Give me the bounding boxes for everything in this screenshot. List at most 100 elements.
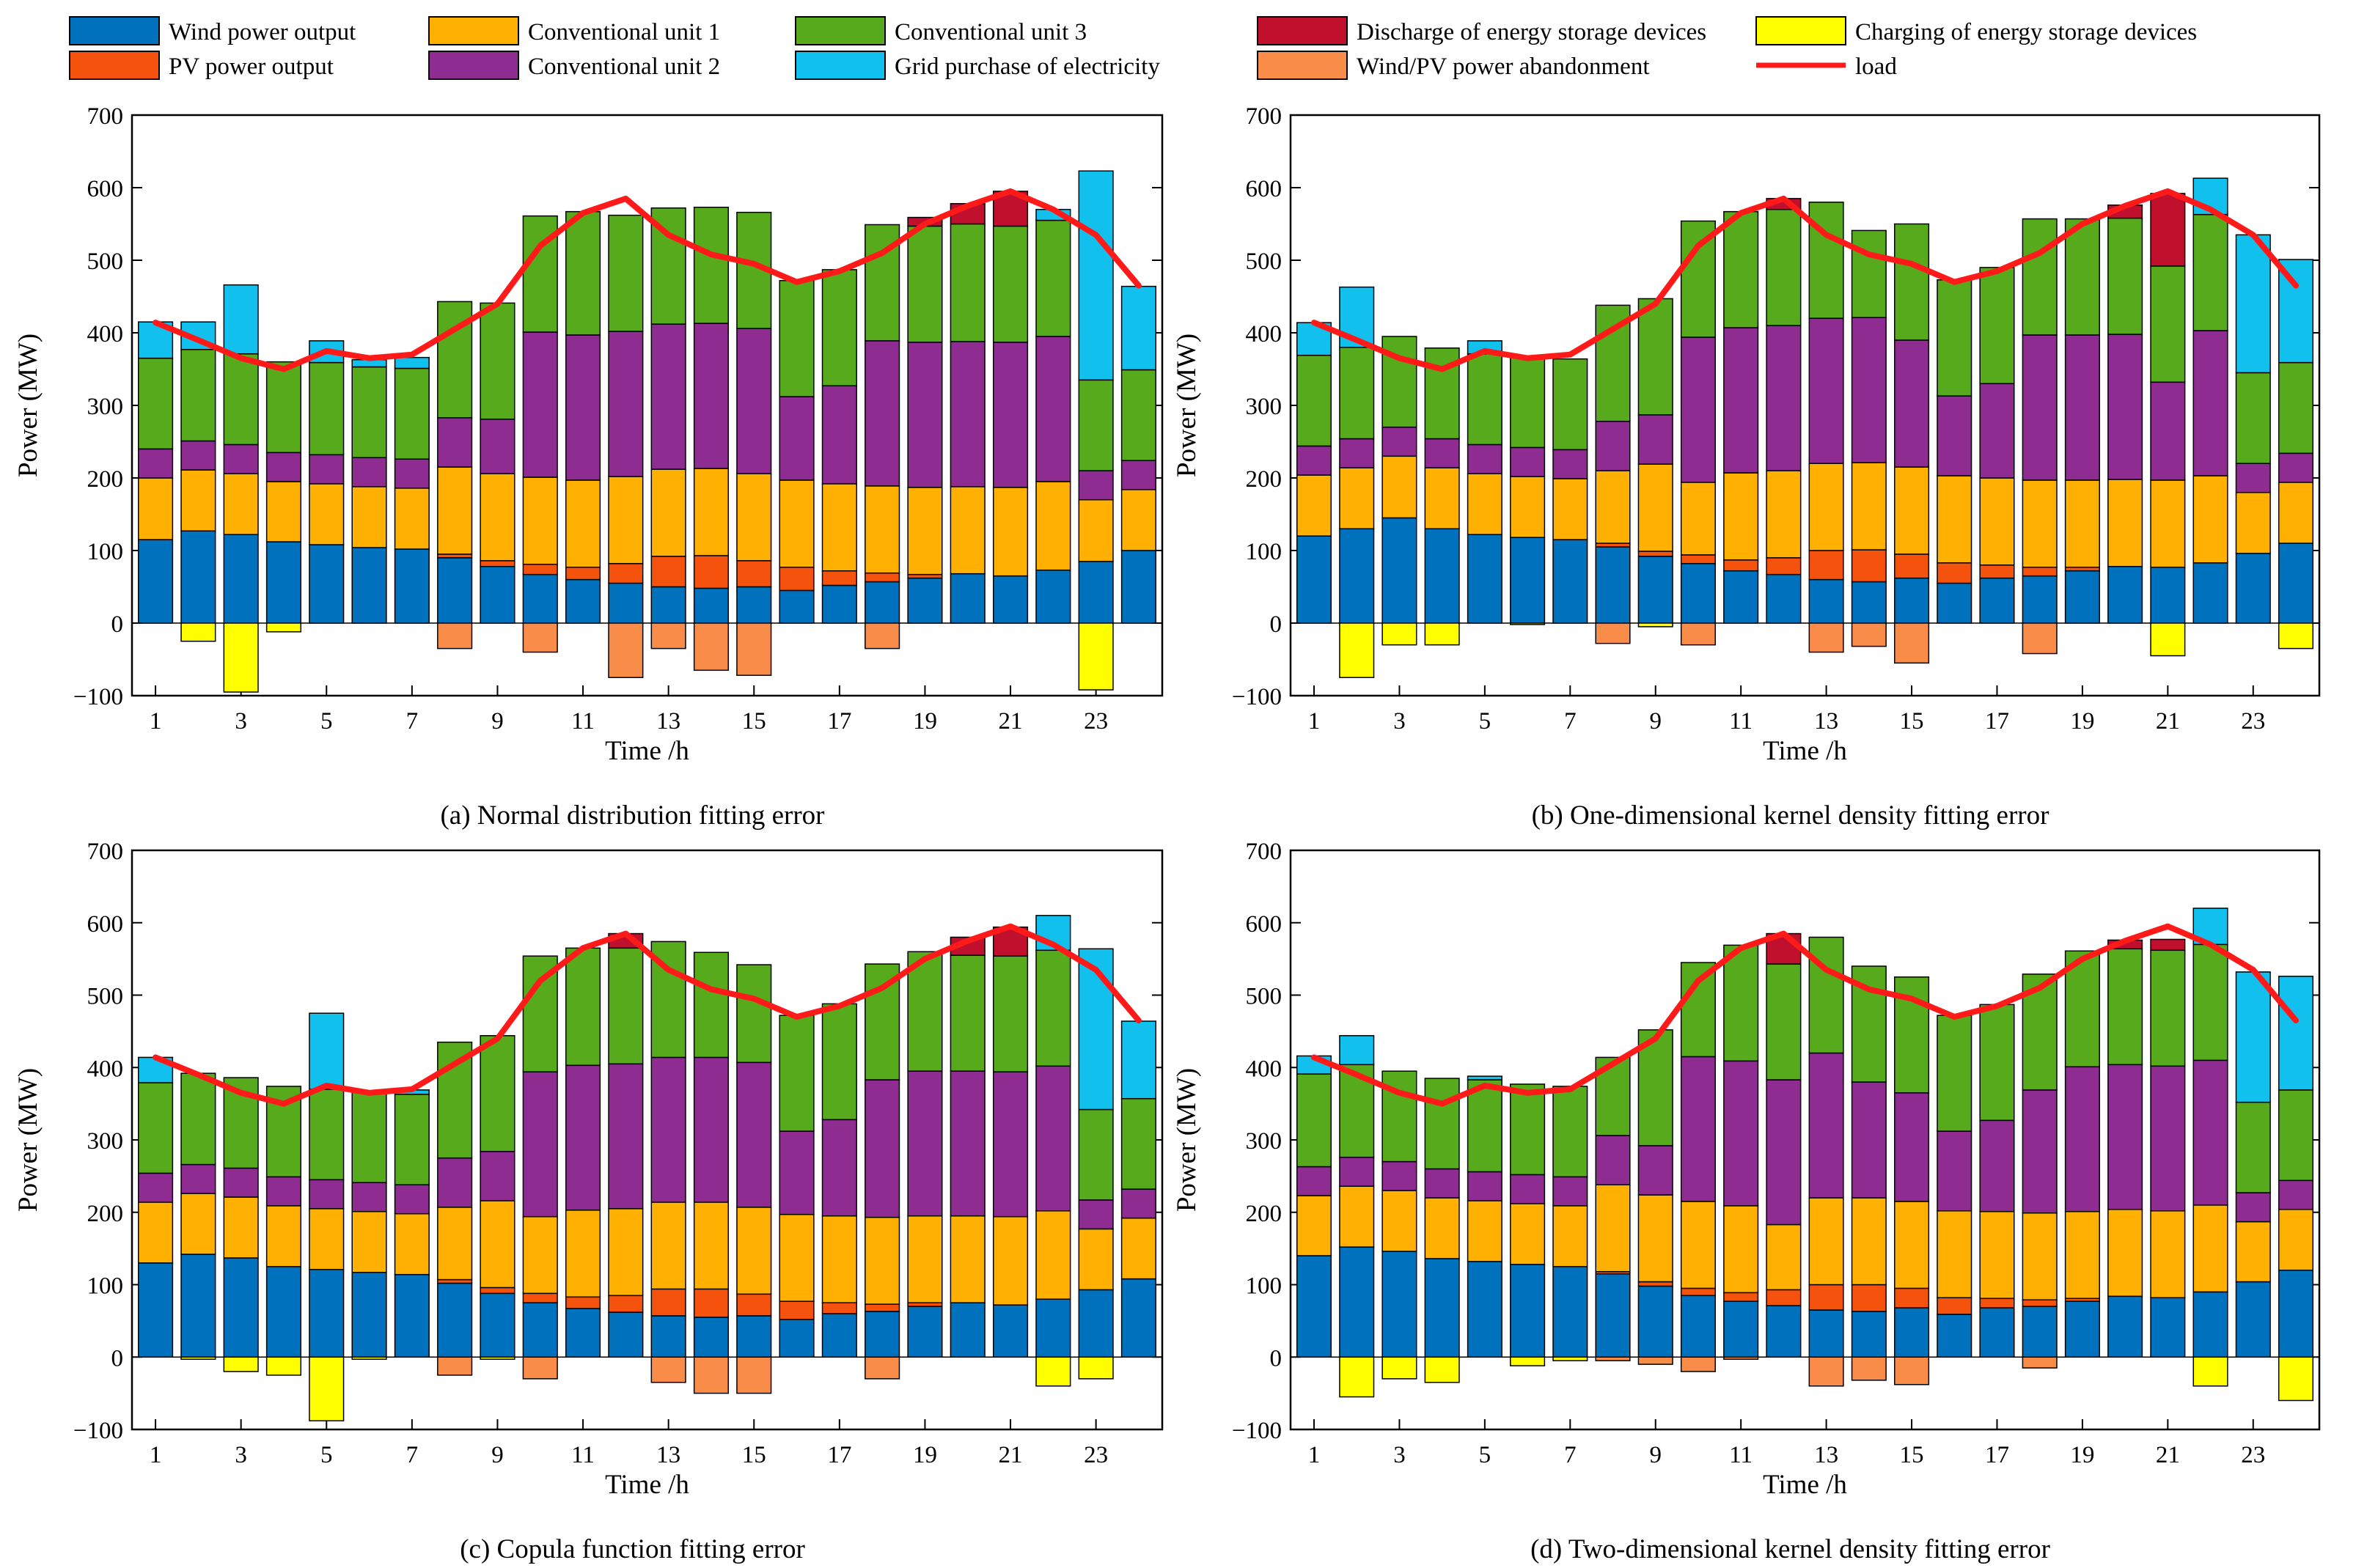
bar-pv-power-output: [736, 560, 772, 588]
y-tick-label: 700: [87, 103, 124, 130]
bar-wind-power-output: [394, 1273, 430, 1358]
bar-pv-power-output: [480, 560, 515, 567]
bar-wind-power-output: [2278, 1270, 2314, 1358]
bar-wind-power-output: [522, 573, 558, 624]
bar-conventional-unit-2: [1637, 414, 1673, 465]
bar-conventional-unit-2: [2192, 330, 2228, 476]
bar-wind-power-output: [650, 586, 686, 624]
bar-wind-power-output: [480, 566, 515, 624]
bar-grid-purchase-of-electricity: [2278, 259, 2314, 364]
bar-conventional-unit-2: [1723, 1060, 1759, 1207]
bar-conventional-unit-3: [608, 214, 644, 332]
bar-conventional-unit-2: [1723, 327, 1759, 474]
bar-conventional-unit-2: [137, 1172, 174, 1203]
bar-conventional-unit-3: [394, 1094, 430, 1185]
bar-conventional-unit-2: [1424, 1168, 1460, 1199]
bar-conventional-unit-1: [1851, 462, 1887, 551]
y-tick-label: 500: [87, 984, 124, 1010]
bar-wind-power-output: [309, 544, 345, 624]
bar-pv-power-output: [865, 572, 900, 583]
bar-charging-of-energy-storage-devices: [180, 1356, 216, 1360]
legend-swatch: [795, 16, 886, 45]
bar-conventional-unit-2: [1979, 1119, 2015, 1212]
bar-wind-power-output: [907, 1306, 943, 1358]
bar-wind-pv-power-abandonment: [1808, 1356, 1844, 1387]
bar-conventional-unit-1: [650, 468, 686, 557]
bar-conventional-unit-2: [1808, 317, 1844, 464]
bar-wind-pv-power-abandonment: [1680, 1356, 1716, 1372]
bar-conventional-unit-1: [1510, 476, 1546, 538]
bar-conventional-unit-1: [1723, 1205, 1759, 1294]
bar-charging-of-energy-storage-devices: [2192, 1356, 2228, 1387]
legend-item-load: load: [1756, 54, 1897, 80]
x-tick-label: 17: [1985, 708, 2009, 735]
bar-wind-power-output: [437, 1282, 473, 1358]
bar-conventional-unit-1: [1078, 1228, 1114, 1291]
bar-conventional-unit-2: [608, 1063, 644, 1210]
bar-conventional-unit-3: [1120, 1097, 1157, 1190]
bar-pv-power-output: [736, 1293, 772, 1317]
bar-conventional-unit-1: [1078, 498, 1114, 562]
x-tick-label: 15: [1900, 1442, 1924, 1468]
bar-wind-power-output: [2235, 1281, 2271, 1358]
bar-wind-power-output: [1851, 581, 1887, 624]
legend-swatch: [428, 16, 519, 45]
bar-wind-power-output: [437, 557, 473, 624]
bar-conventional-unit-1: [693, 468, 730, 556]
bar-conventional-unit-1: [1510, 1203, 1546, 1265]
bar-conventional-unit-1: [1296, 474, 1332, 537]
y-tick-label: 400: [87, 321, 124, 347]
bar-conventional-unit-2: [180, 440, 216, 471]
bar-conventional-unit-1: [137, 1201, 174, 1264]
bar-pv-power-output: [608, 1295, 644, 1313]
bar-wind-power-output: [2107, 566, 2143, 624]
bar-grid-purchase-of-electricity: [2235, 234, 2271, 374]
bar-conventional-unit-1: [1979, 477, 2015, 566]
bar-wind-power-output: [2022, 1306, 2058, 1358]
bar-conventional-unit-3: [1637, 298, 1673, 416]
legend-label: load: [1855, 54, 1897, 80]
bar-conventional-unit-2: [1035, 1065, 1071, 1212]
bar-conventional-unit-2: [1381, 1160, 1417, 1191]
bar-conventional-unit-2: [992, 1071, 1029, 1218]
bar-conventional-unit-1: [2235, 492, 2271, 554]
bar-conventional-unit-2: [223, 443, 259, 474]
bar-pv-power-output: [480, 1287, 515, 1295]
y-tick-label: 200: [87, 466, 124, 493]
bar-conventional-unit-1: [2192, 475, 2228, 564]
bar-conventional-unit-1: [2064, 1211, 2100, 1300]
bar-wind-pv-power-abandonment: [650, 1356, 686, 1383]
bar-wind-power-output: [351, 1271, 387, 1358]
bar-conventional-unit-2: [693, 323, 730, 469]
x-tick-label: 13: [656, 1442, 680, 1468]
bar-conventional-unit-1: [437, 466, 473, 555]
x-axis-title: Time /h: [605, 1470, 689, 1500]
bar-wind-pv-power-abandonment: [650, 622, 686, 649]
bar-charging-of-energy-storage-devices: [223, 1356, 259, 1372]
bar-conventional-unit-2: [180, 1163, 216, 1194]
bar-wind-power-output: [907, 577, 943, 624]
bar-conventional-unit-2: [1510, 1174, 1546, 1204]
bar-conventional-unit-1: [437, 1207, 473, 1281]
bar-conventional-unit-1: [1979, 1211, 2015, 1300]
bar-wind-power-output: [1680, 1295, 1716, 1358]
bar-conventional-unit-2: [650, 323, 686, 470]
bar-conventional-unit-1: [1766, 470, 1802, 559]
bar-conventional-unit-1: [1552, 1205, 1588, 1267]
bar-conventional-unit-3: [265, 361, 302, 454]
bar-wind-power-output: [565, 578, 601, 624]
bar-charging-of-energy-storage-devices: [1552, 1356, 1588, 1361]
bar-grid-purchase-of-electricity: [137, 1056, 174, 1083]
bar-pv-power-output: [1937, 562, 1972, 584]
bar-conventional-unit-2: [1467, 443, 1502, 474]
bar-wind-pv-power-abandonment: [522, 1356, 558, 1380]
bar-conventional-unit-1: [1680, 482, 1716, 556]
bar-conventional-unit-2: [1808, 1052, 1844, 1199]
bar-conventional-unit-3: [1035, 949, 1071, 1067]
bar-pv-power-output: [1894, 553, 1930, 579]
bar-conventional-unit-3: [1467, 1079, 1502, 1173]
bar-charging-of-energy-storage-devices: [180, 622, 216, 642]
bar-wind-power-output: [865, 1311, 900, 1358]
bar-conventional-unit-1: [1120, 489, 1157, 551]
bar-pv-power-output: [1680, 554, 1716, 564]
